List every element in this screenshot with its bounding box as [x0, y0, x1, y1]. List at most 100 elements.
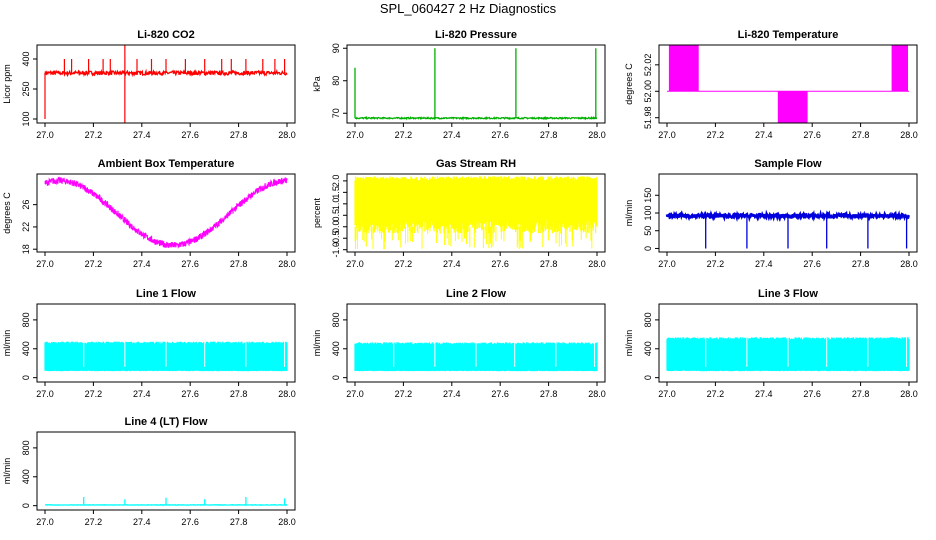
x-tick-label: 27.2: [85, 259, 103, 269]
data-layer: [354, 48, 598, 121]
data-series: [666, 337, 910, 372]
x-tick-label: 27.2: [395, 130, 413, 140]
y-tick-label: 400: [331, 341, 341, 356]
y-axis-label: ml/min: [624, 200, 634, 227]
data-layer: [665, 209, 911, 249]
panel-title: Li-820 CO2: [137, 29, 194, 41]
y-tick-label: 51.98: [643, 106, 653, 129]
panel-title: Li-820 Temperature: [738, 29, 839, 41]
x-tick-label: 27.0: [658, 389, 676, 399]
x-tick-label: 27.6: [181, 130, 199, 140]
panel-title: Line 4 (LT) Flow: [125, 416, 208, 428]
y-tick-label: 18: [21, 244, 31, 254]
y-tick-label: 90: [331, 43, 341, 53]
x-tick-label: 27.8: [230, 389, 248, 399]
data-layer: [44, 497, 288, 507]
data-spikes: [354, 226, 593, 250]
y-tick-label: 52.02: [643, 54, 653, 77]
plot-frame: [36, 173, 296, 253]
x-tick-label: 27.2: [85, 130, 103, 140]
y-tick-label: 0.0: [331, 221, 341, 234]
y-tick-label: 22: [21, 222, 31, 232]
x-tick-label: 27.6: [803, 389, 821, 399]
x-tick-label: 27.0: [36, 130, 54, 140]
x-tick-label: 27.4: [443, 259, 461, 269]
x-tick-label: 27.0: [658, 259, 676, 269]
x-tick-label: 27.2: [707, 259, 725, 269]
panel-title: Li-820 Pressure: [435, 29, 517, 41]
data-layer: [666, 337, 910, 372]
y-axis-label: percent: [312, 197, 322, 228]
x-tick-label: 28.0: [900, 389, 918, 399]
x-tick-label: 27.4: [443, 130, 461, 140]
y-axis-label: ml/min: [624, 330, 634, 357]
panel-title: Gas Stream RH: [436, 158, 516, 170]
x-tick-label: 27.8: [852, 130, 870, 140]
plot-frame: [346, 173, 606, 253]
y-tick-label: 0: [643, 246, 653, 251]
data-spikes: [354, 48, 597, 119]
x-tick-label: 27.4: [755, 259, 773, 269]
data-bursts: [668, 45, 908, 123]
y-tick-label: 0: [21, 503, 31, 508]
y-tick-label: 150: [643, 188, 653, 203]
plot-frame: [36, 44, 296, 124]
panel-8: Line 2 Flow ml/min 27.0 27.2 27.4 27.6 27.8 28.…: [312, 288, 606, 399]
y-tick-label: 100: [21, 111, 31, 126]
y-tick-label: 800: [21, 440, 31, 455]
panel-3: Li-820 Temperature degrees C 27.0 27.2 27.4 2…: [624, 29, 918, 140]
x-tick-label: 27.6: [491, 259, 509, 269]
y-tick-label: 1.5: [331, 186, 341, 199]
x-tick-label: 27.8: [230, 259, 248, 269]
panel-10: Line 4 (LT) Flow ml/min 27.0 27.2 27.4 27.6 27…: [2, 416, 296, 527]
y-tick-label: 800: [21, 312, 31, 327]
x-tick-label: 28.0: [278, 517, 296, 527]
y-tick-label: 0: [331, 375, 341, 380]
y-tick-label: 0.5: [331, 209, 341, 222]
y-axis-label: ml/min: [2, 330, 12, 357]
page-title: SPL_060427 2 Hz Diagnostics: [379, 1, 557, 16]
data-spikes: [44, 45, 286, 123]
panel-title: Line 1 Flow: [136, 288, 196, 300]
data-spikes: [705, 215, 908, 249]
y-tick-label: 250: [21, 81, 31, 96]
data-layer: [354, 176, 598, 250]
y-axis-label: degrees C: [2, 192, 12, 234]
panel-title: Line 3 Flow: [758, 288, 818, 300]
panel-2: Li-820 Pressure kPa 27.0 27.2 27.4 27.6 27.8 28…: [312, 29, 606, 140]
x-tick-label: 28.0: [588, 389, 606, 399]
data-series: [44, 341, 288, 372]
x-tick-label: 27.8: [852, 259, 870, 269]
data-spikes: [83, 497, 286, 505]
x-tick-label: 28.0: [278, 130, 296, 140]
x-tick-label: 27.2: [707, 389, 725, 399]
data-layer: [44, 45, 288, 123]
x-tick-label: 27.4: [133, 130, 151, 140]
panel-title: Ambient Box Temperature: [98, 158, 235, 170]
y-axis-label: kPa: [312, 76, 322, 92]
x-tick-label: 27.0: [658, 130, 676, 140]
y-tick-label: 26: [21, 200, 31, 210]
x-tick-label: 27.4: [443, 389, 461, 399]
x-tick-label: 27.4: [133, 517, 151, 527]
x-tick-label: 27.6: [181, 517, 199, 527]
plot-frame: [36, 303, 296, 383]
x-tick-label: 27.8: [230, 517, 248, 527]
y-tick-label: -0.5: [331, 230, 341, 246]
y-axis-label: ml/min: [2, 458, 12, 485]
y-tick-label: 2.0: [331, 175, 341, 188]
y-tick-label: 0: [643, 375, 653, 380]
y-tick-label: 400: [21, 51, 31, 66]
data-series: [354, 115, 598, 121]
y-tick-label: 1.0: [331, 198, 341, 211]
y-tick-label: 100: [643, 205, 653, 220]
data-layer: [354, 342, 598, 372]
plot-frame: [658, 44, 918, 124]
y-tick-label: 800: [643, 312, 653, 327]
x-tick-label: 27.4: [133, 389, 151, 399]
data-layer: [44, 341, 288, 372]
x-tick-label: 28.0: [278, 389, 296, 399]
x-tick-label: 27.8: [540, 389, 558, 399]
y-tick-label: 80: [331, 76, 341, 86]
x-tick-label: 27.2: [395, 259, 413, 269]
